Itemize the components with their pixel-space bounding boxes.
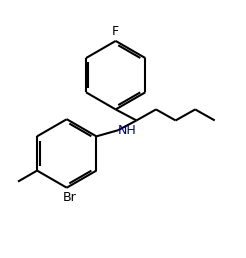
Text: NH: NH — [118, 124, 137, 137]
Text: F: F — [112, 25, 119, 38]
Text: Br: Br — [62, 191, 76, 204]
